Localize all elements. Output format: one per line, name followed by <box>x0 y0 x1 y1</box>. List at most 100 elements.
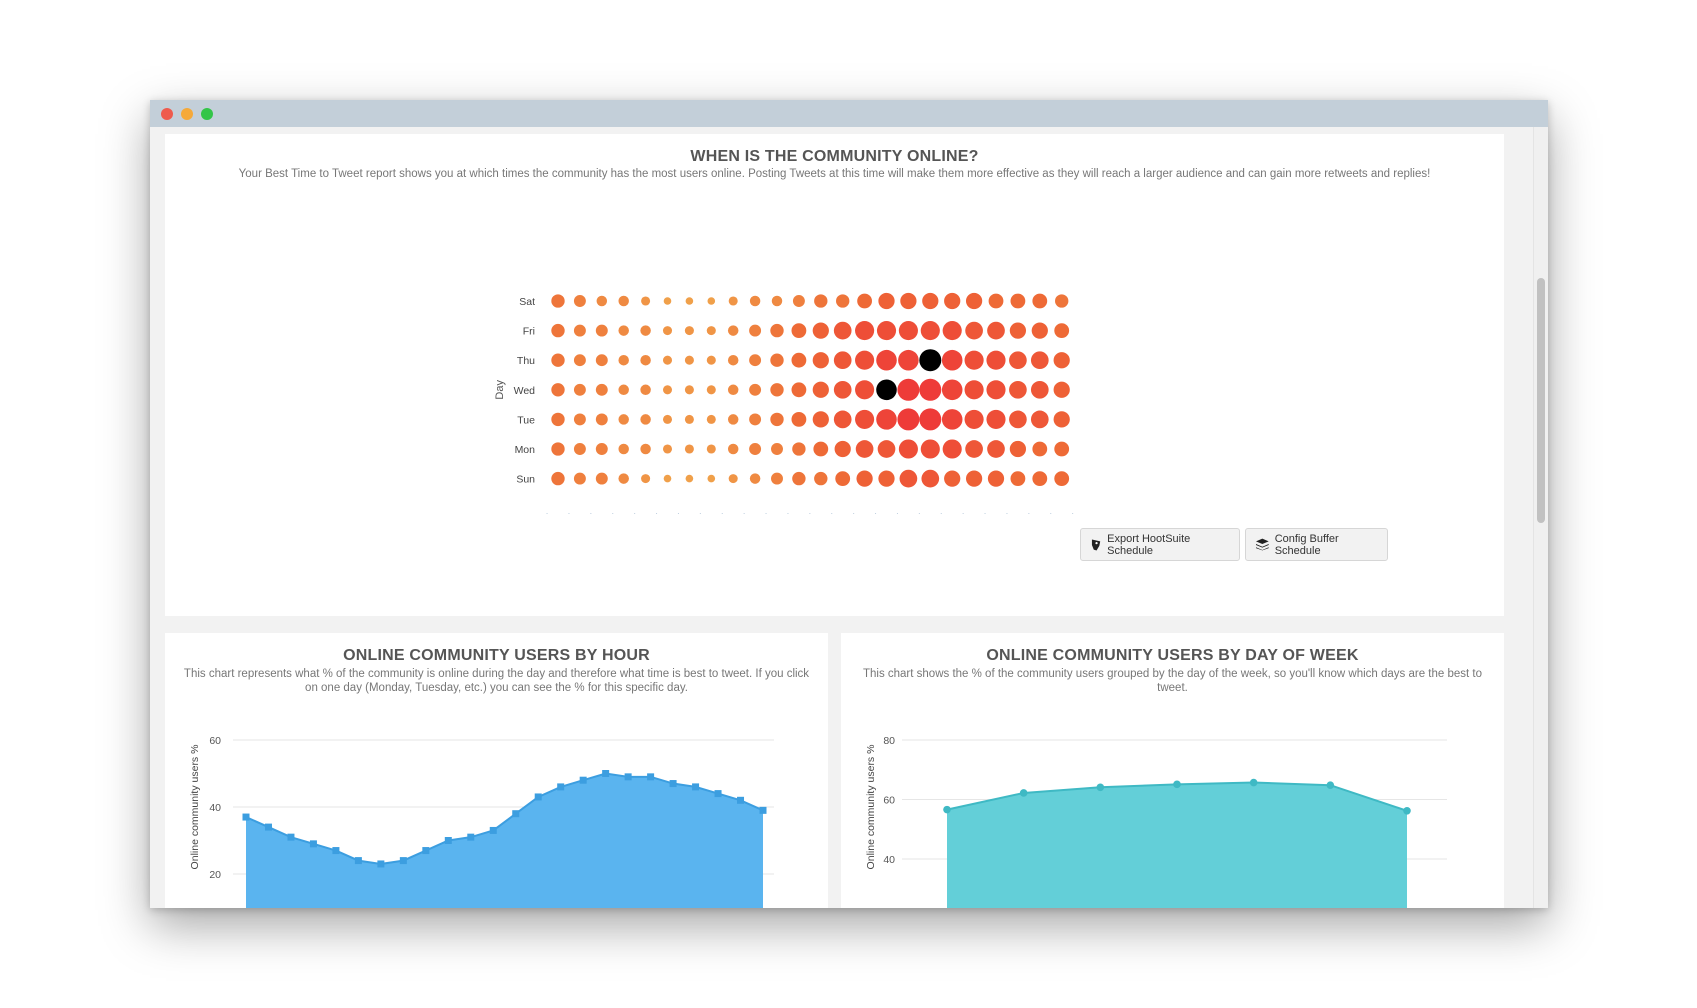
window-titlebar <box>150 100 1548 127</box>
export-hootsuite-button[interactable]: Export HootSuite Schedule <box>1080 528 1240 561</box>
punchcard-dot <box>942 439 962 459</box>
punchcard-dot <box>987 470 1005 487</box>
punchcard-dot <box>791 382 807 398</box>
y-tick-label: 40 <box>209 802 221 814</box>
punchcard-dot <box>812 352 829 369</box>
punchcard-dot <box>964 350 984 370</box>
hootsuite-owl-icon <box>1091 538 1101 551</box>
punchcard-dot <box>791 352 807 368</box>
punchcard-dot <box>897 408 920 431</box>
punchcard-day-label: Tue <box>517 414 535 426</box>
punchcard-dot <box>1030 410 1049 429</box>
vertical-scrollbar[interactable] <box>1533 127 1548 908</box>
punchcard-dot <box>706 414 716 424</box>
data-point <box>1326 781 1335 790</box>
best-time-title: WHEN IS THE COMMUNITY ONLINE? <box>690 148 979 165</box>
close-window-button[interactable] <box>161 108 173 120</box>
punchcard-dot <box>922 292 939 310</box>
punchcard-dot <box>684 385 694 395</box>
data-point <box>759 806 767 814</box>
punchcard-dot <box>944 470 961 487</box>
punchcard-dot <box>551 294 565 308</box>
punchcard-dot <box>987 440 1005 458</box>
punchcard-dot <box>1053 352 1070 369</box>
punchcard-dot <box>728 296 738 306</box>
punchcard-dot <box>941 409 963 430</box>
punchcard-dot <box>792 442 806 456</box>
punchcard-dot <box>662 414 673 424</box>
punchcard-dot <box>771 443 783 455</box>
export-hootsuite-label: Export HootSuite Schedule <box>1107 532 1191 557</box>
punchcard-dot <box>685 297 694 305</box>
punchcard-dot <box>618 473 629 484</box>
punchcard-dot <box>920 439 940 459</box>
users-by-day-chart[interactable]: 40 60 80 Online community users % <box>841 725 1504 908</box>
scrollbar-thumb[interactable] <box>1537 278 1545 523</box>
punchcard-dot <box>551 412 565 427</box>
punchcard-dot <box>727 414 739 425</box>
punchcard-dot <box>878 292 895 310</box>
data-point <box>1173 780 1181 789</box>
punchcard-dot <box>771 295 783 307</box>
minimize-window-button[interactable] <box>181 108 193 120</box>
config-buffer-button[interactable]: Config Buffer Schedule <box>1245 528 1388 561</box>
data-point <box>309 840 317 848</box>
punchcard-dot <box>791 323 807 338</box>
data-point <box>1096 783 1105 792</box>
data-point <box>534 793 542 801</box>
punchcard-dot <box>964 409 984 429</box>
punchcard-dot <box>813 441 829 457</box>
punchcard-dot <box>1010 471 1026 486</box>
punchcard-dot <box>1054 323 1070 338</box>
punchcard-dot <box>770 323 784 338</box>
punchcard-dot <box>1030 351 1049 370</box>
area-fill <box>246 773 763 908</box>
punchcard-dot <box>685 474 694 483</box>
punchcard-day-label: Thu <box>517 355 535 367</box>
punchcard-dot <box>640 354 651 366</box>
y-tick-label: 80 <box>883 735 895 747</box>
punchcard-dot <box>965 292 983 310</box>
data-point <box>467 833 475 841</box>
users-by-hour-chart[interactable]: 20 40 60 Online community users % <box>165 725 828 908</box>
punchcard-dot <box>551 383 565 397</box>
punchcard-dot <box>596 295 608 307</box>
y-tick-label: 60 <box>883 795 895 807</box>
punchcard-dot <box>1009 380 1027 399</box>
punchcard-dot <box>573 472 586 485</box>
punchcard-dot <box>1030 380 1049 399</box>
punchcard-dot <box>640 414 651 425</box>
punchcard-dot <box>771 472 783 485</box>
data-point <box>647 773 655 781</box>
punchcard-chart[interactable]: DaySunMonTueWedThuFriSat0001020304050607… <box>165 214 1504 514</box>
punchcard-dot <box>855 440 874 458</box>
punchcard-dot <box>898 349 919 371</box>
best-time-description: Your Best Time to Tweet report shows you… <box>238 168 1431 180</box>
punchcard-dot <box>706 385 716 395</box>
punchcard-y-axis-label: Day <box>494 380 506 400</box>
punchcard-dot <box>618 354 629 366</box>
punchcard-dot <box>1055 294 1069 308</box>
punchcard-dot <box>919 349 942 372</box>
punchcard-dot <box>1010 293 1026 309</box>
punchcard-dot <box>920 321 940 341</box>
data-point <box>602 770 610 777</box>
users-by-day-title: ONLINE COMMUNITY USERS BY DAY OF WEEK <box>986 647 1359 664</box>
data-point <box>242 813 250 821</box>
punchcard-dot <box>749 324 762 337</box>
punchcard-dot <box>833 321 852 340</box>
data-point <box>444 837 452 844</box>
punchcard-dot <box>1009 410 1027 429</box>
punchcard-dot <box>919 378 942 401</box>
y-axis-label: Online community users % <box>189 745 201 870</box>
punchcard-dot <box>834 440 851 458</box>
zoom-window-button[interactable] <box>201 108 213 120</box>
users-by-hour-description: This chart represents what % of the comm… <box>183 668 810 694</box>
punchcard-dot <box>573 413 586 426</box>
punchcard-dot <box>749 295 761 307</box>
punchcard-dot <box>1032 441 1048 457</box>
punchcard-dot <box>877 440 896 458</box>
punchcard-dot <box>595 443 608 455</box>
punchcard-dot <box>640 443 651 455</box>
punchcard-dot <box>618 384 629 396</box>
